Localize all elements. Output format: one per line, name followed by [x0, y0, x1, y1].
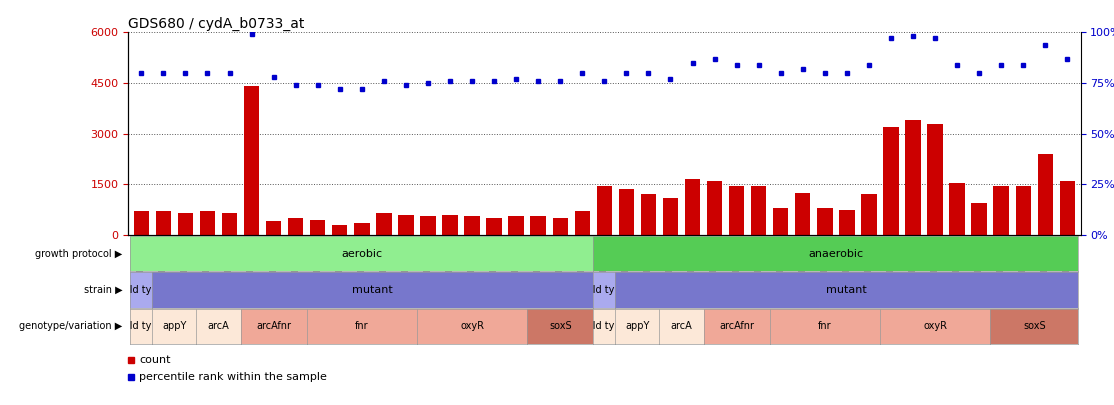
- Bar: [927, 124, 942, 235]
- Text: mutant: mutant: [827, 285, 867, 295]
- Bar: [377, 213, 392, 235]
- Bar: [199, 211, 215, 235]
- Text: count: count: [139, 355, 170, 364]
- Text: genotype/variation ▶: genotype/variation ▶: [19, 322, 123, 331]
- Text: wild type: wild type: [582, 322, 627, 331]
- Text: wild type: wild type: [582, 285, 627, 295]
- Bar: [795, 193, 811, 235]
- Bar: [817, 208, 832, 235]
- Bar: [508, 216, 524, 235]
- Bar: [994, 186, 1009, 235]
- Text: strain ▶: strain ▶: [84, 285, 123, 295]
- Bar: [1016, 186, 1030, 235]
- Bar: [178, 213, 193, 235]
- Text: mutant: mutant: [352, 285, 393, 295]
- Bar: [883, 127, 899, 235]
- Text: soxS: soxS: [1023, 322, 1046, 331]
- Bar: [1037, 154, 1053, 235]
- Text: fnr: fnr: [355, 322, 369, 331]
- Text: arcAfnr: arcAfnr: [256, 322, 291, 331]
- Text: appY: appY: [163, 322, 187, 331]
- Bar: [310, 220, 325, 235]
- Text: arcA: arcA: [671, 322, 693, 331]
- Bar: [487, 218, 501, 235]
- Bar: [1059, 181, 1075, 235]
- Text: anaerobic: anaerobic: [809, 249, 863, 258]
- Text: wild type: wild type: [119, 322, 164, 331]
- Text: wild type: wild type: [119, 285, 164, 295]
- Bar: [442, 215, 458, 235]
- Bar: [707, 181, 722, 235]
- Bar: [906, 120, 921, 235]
- Bar: [398, 215, 413, 235]
- Bar: [553, 218, 568, 235]
- Bar: [971, 203, 987, 235]
- Text: fnr: fnr: [818, 322, 832, 331]
- Bar: [354, 223, 370, 235]
- Text: oxyR: oxyR: [924, 322, 947, 331]
- Bar: [773, 208, 789, 235]
- Bar: [685, 179, 701, 235]
- Bar: [244, 86, 260, 235]
- Bar: [597, 186, 612, 235]
- Text: soxS: soxS: [549, 322, 571, 331]
- Text: aerobic: aerobic: [341, 249, 382, 258]
- Bar: [618, 190, 634, 235]
- Bar: [949, 183, 965, 235]
- Text: percentile rank within the sample: percentile rank within the sample: [139, 373, 328, 382]
- Bar: [332, 225, 348, 235]
- Bar: [266, 222, 282, 235]
- Text: GDS680 / cydA_b0733_at: GDS680 / cydA_b0733_at: [128, 17, 304, 31]
- Bar: [729, 186, 744, 235]
- Bar: [530, 216, 546, 235]
- Bar: [641, 194, 656, 235]
- Text: arcA: arcA: [207, 322, 229, 331]
- Text: appY: appY: [625, 322, 649, 331]
- Bar: [134, 211, 149, 235]
- Bar: [839, 210, 854, 235]
- Text: oxyR: oxyR: [460, 322, 485, 331]
- Bar: [751, 186, 766, 235]
- Text: arcAfnr: arcAfnr: [720, 322, 754, 331]
- Bar: [663, 198, 678, 235]
- Text: growth protocol ▶: growth protocol ▶: [36, 249, 123, 258]
- Bar: [465, 216, 480, 235]
- Bar: [420, 216, 436, 235]
- Bar: [156, 211, 172, 235]
- Bar: [287, 218, 303, 235]
- Bar: [575, 211, 590, 235]
- Bar: [222, 213, 237, 235]
- Bar: [861, 194, 877, 235]
